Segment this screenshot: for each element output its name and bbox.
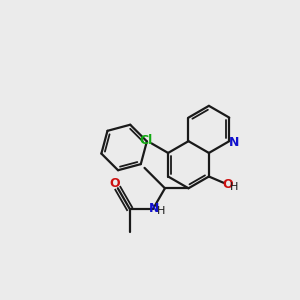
Text: H: H: [230, 182, 238, 192]
Text: O: O: [110, 177, 121, 190]
Text: Cl: Cl: [139, 134, 152, 147]
Text: H: H: [157, 206, 165, 216]
Text: N: N: [229, 136, 239, 149]
Text: N: N: [149, 202, 160, 214]
Text: O: O: [223, 178, 233, 191]
